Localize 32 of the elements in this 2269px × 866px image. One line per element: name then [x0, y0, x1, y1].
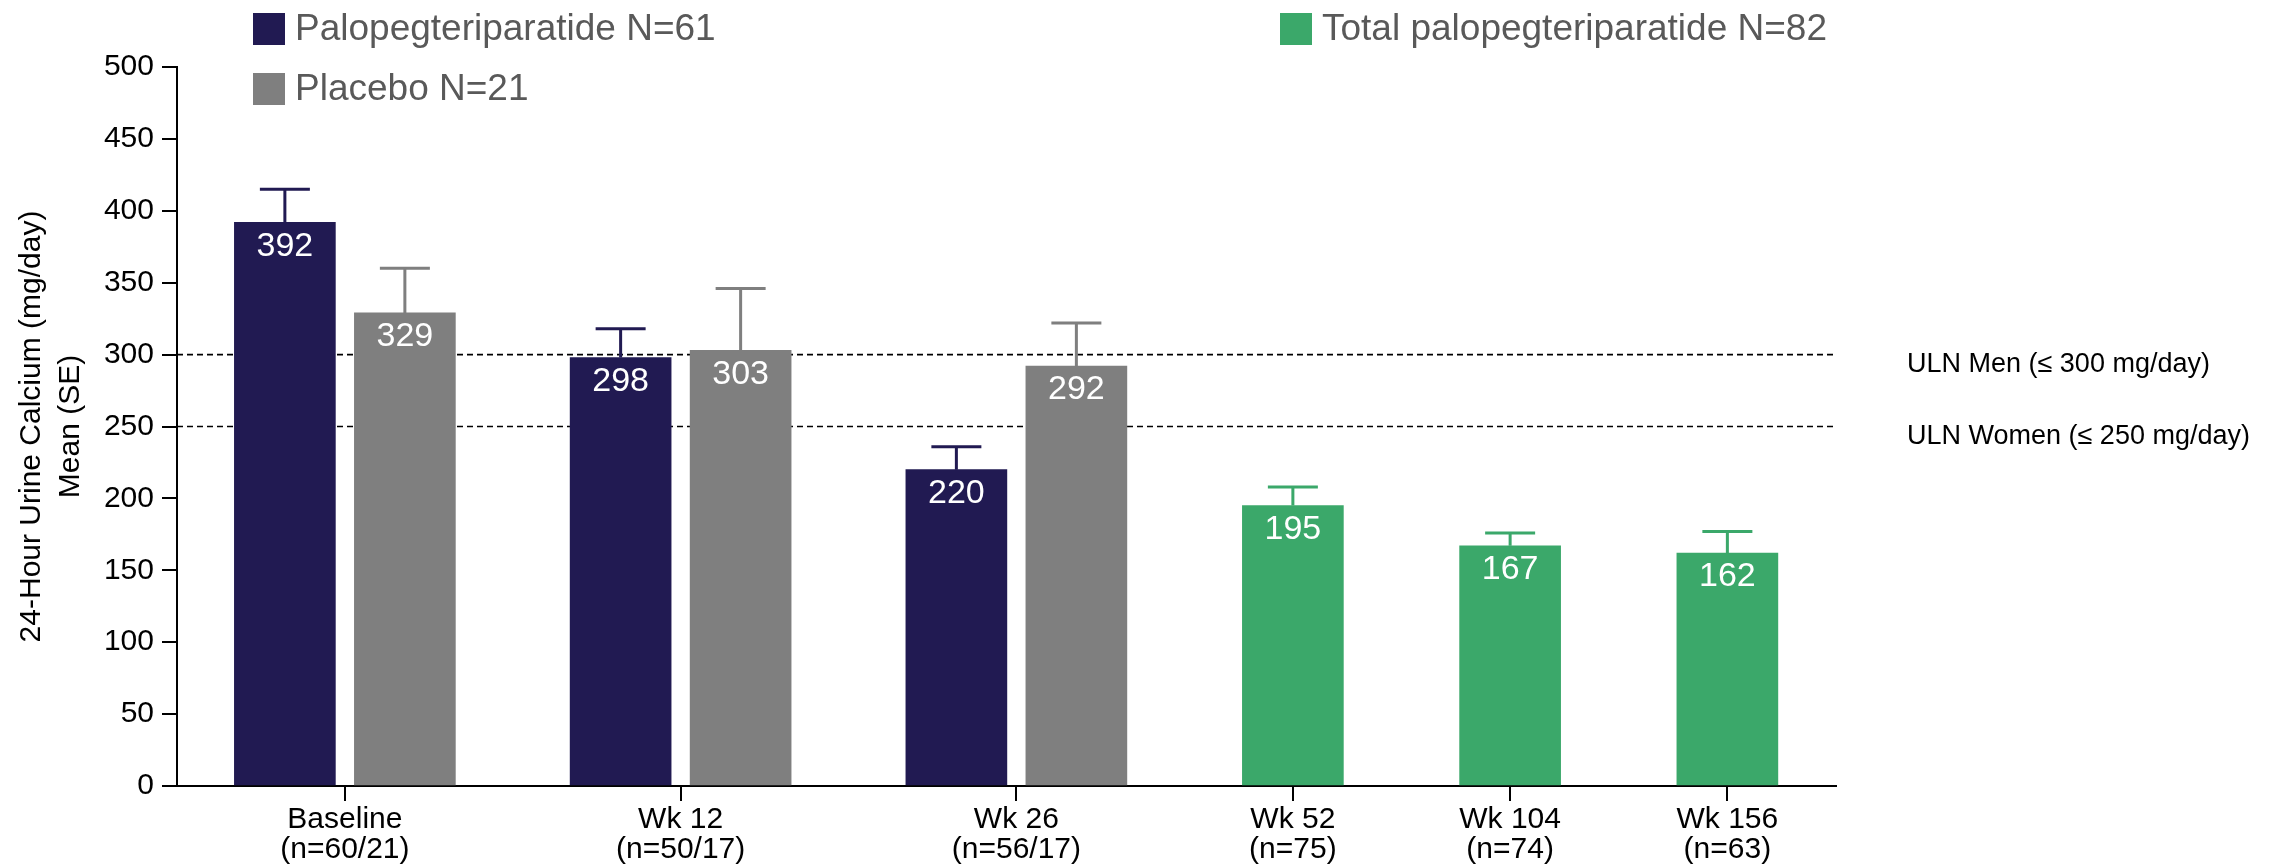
x-tick-label: Wk 26 (n=56/17)	[951, 801, 1082, 865]
ref-line-label: ULN Men (≤ 300 mg/day)	[1907, 348, 2210, 379]
data-label: 298	[592, 359, 649, 398]
legend-label: Total palopegteriparatide N=82	[1322, 7, 1827, 49]
data-label: 162	[1699, 555, 1756, 594]
data-label: 220	[928, 472, 985, 511]
y-tick-label: 0	[137, 767, 154, 801]
y-tick-label: 50	[120, 695, 154, 729]
data-label: 195	[1264, 507, 1322, 546]
y-tick-label: 250	[103, 407, 154, 441]
y-tick-label: 400	[103, 192, 154, 226]
y-tick-label: 100	[103, 623, 154, 657]
y-tick-label: 350	[103, 263, 154, 297]
x-tick-label: Wk 52 (n=75)	[1249, 801, 1337, 865]
legend-label: Palopegteriparatide N=61	[295, 7, 716, 49]
y-axis-title: 24-Hour Urine Calcium (mg/day) Mean (SE)	[12, 210, 85, 643]
legend-label: Placebo N=21	[295, 67, 529, 109]
y-tick-label: 450	[103, 120, 154, 154]
y-tick-label: 500	[103, 48, 154, 82]
x-tick-label: Wk 156 (n=63)	[1676, 801, 1779, 865]
x-tick-label: Baseline (n=60/21)	[280, 801, 410, 865]
y-tick-label: 150	[103, 551, 154, 585]
data-label: 303	[712, 352, 769, 391]
data-label: 292	[1048, 368, 1105, 407]
x-tick-label: Wk 104 (n=74)	[1459, 801, 1561, 865]
data-label: 392	[256, 224, 314, 263]
y-tick-label: 300	[103, 335, 154, 369]
data-label: 329	[376, 315, 434, 354]
data-label: 167	[1481, 548, 1539, 587]
x-tick-label: Wk 12 (n=50/17)	[615, 801, 746, 865]
y-tick-label: 200	[103, 479, 154, 513]
ref-line-label: ULN Women (≤ 250 mg/day)	[1907, 419, 2250, 450]
